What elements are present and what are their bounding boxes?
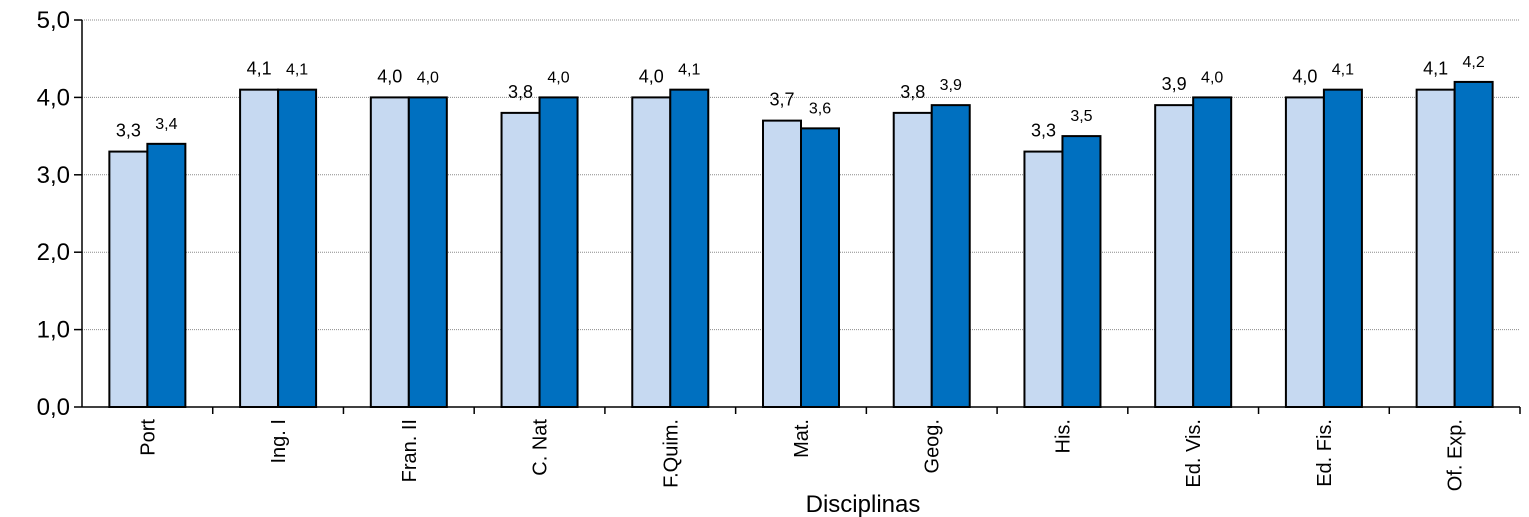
data-label: 3,4 (155, 116, 177, 133)
data-label: 3,8 (900, 82, 925, 102)
data-label: 3,3 (1031, 121, 1056, 141)
x-tick-label: Ed. Vis. (1183, 419, 1205, 488)
bar-series-2 (800, 127, 840, 409)
data-labels: 3,3 3,4 4,1 4,1 4,0 4,0 3,8 4,0 4,0 4,1 3,7 3,6 3,8 3… (116, 54, 1485, 141)
x-tick-label: Port (137, 419, 159, 456)
x-axis-title: Disciplinas (806, 491, 921, 517)
bar-series-2 (538, 96, 579, 409)
bar-series-2 (930, 104, 971, 408)
bar-series-1 (1154, 104, 1195, 408)
data-label: 4,0 (377, 66, 402, 86)
data-label: 4,0 (417, 69, 439, 86)
y-tick-label: 3,0 (37, 162, 70, 189)
x-tick-label: Ing. I (268, 419, 290, 463)
y-tick-label: 4,0 (37, 84, 70, 111)
bar-series-1 (369, 96, 410, 409)
data-label: 4,1 (1332, 62, 1354, 79)
bar-series-2 (146, 142, 187, 408)
bar-series-1 (762, 119, 802, 409)
data-label: 4,0 (639, 66, 664, 86)
data-label: 4,2 (1463, 54, 1485, 71)
y-tick-label: 2,0 (37, 239, 70, 266)
bar-series-1 (631, 96, 672, 409)
bar-series-2 (669, 88, 710, 408)
bars (108, 80, 1494, 409)
data-label: 4,0 (547, 69, 569, 86)
data-label: 3,3 (116, 121, 141, 141)
bar-series-2 (277, 88, 318, 408)
y-tick-label: 1,0 (37, 317, 70, 344)
data-label: 3,8 (508, 82, 533, 102)
data-label: 3,9 (1162, 74, 1187, 94)
y-tick-label: 5,0 (37, 7, 70, 34)
x-tick-label: F.Quim. (660, 419, 682, 488)
bar-series-1 (108, 150, 149, 408)
y-tick-label: 0,0 (37, 394, 70, 421)
bar-series-1 (1284, 96, 1325, 409)
bar-series-2 (407, 96, 448, 409)
x-tick-label: Fran. II (399, 419, 421, 482)
data-label: 3,9 (940, 77, 962, 94)
bar-series-1 (892, 111, 933, 408)
bar-series-2 (1192, 96, 1233, 409)
data-label: 3,6 (809, 100, 831, 117)
data-label: 3,7 (769, 90, 794, 110)
data-label: 4,0 (1201, 69, 1223, 86)
data-label: 4,1 (247, 59, 272, 79)
bar-series-1 (1023, 150, 1064, 408)
data-label: 4,1 (286, 62, 308, 79)
x-tick-label: C. Nat (530, 419, 552, 476)
x-tick-label: Mat. (791, 419, 813, 458)
data-label: 4,1 (1423, 59, 1448, 79)
x-tick-label: Ed. Fis. (1314, 419, 1336, 487)
bar-series-1 (239, 88, 280, 408)
bar-series-1 (1415, 88, 1456, 408)
x-tick-label: His. (1052, 419, 1074, 453)
data-label: 4,0 (1292, 66, 1317, 86)
bar-series-2 (1061, 135, 1102, 408)
bar-series-2 (1453, 80, 1494, 408)
bar-series-2 (1322, 88, 1363, 408)
x-tick-label: Geog. (922, 419, 944, 473)
data-label: 3,5 (1070, 108, 1092, 125)
data-label: 4,1 (678, 62, 700, 79)
x-tick-label: Of. Exp. (1445, 419, 1467, 491)
y-axis-ticks: 0,0 1,0 2,0 3,0 4,0 5,0 (37, 7, 82, 421)
x-axis-ticks: Port Ing. I Fran. II C. Nat F.Quim. Mat. Geog.… (137, 407, 1521, 491)
bar-series-1 (500, 111, 541, 408)
